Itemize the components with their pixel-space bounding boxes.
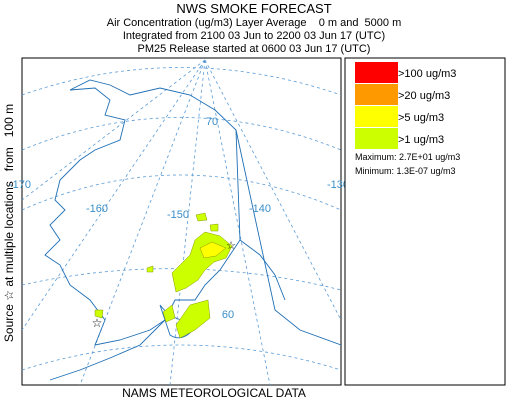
graticule-label: -150 bbox=[167, 209, 189, 221]
footer: NAMS METEOROLOGICAL DATA bbox=[122, 386, 306, 400]
graticule bbox=[22, 174, 341, 211]
graticule-label: -160 bbox=[86, 203, 108, 215]
smoke-area bbox=[209, 223, 219, 232]
title: NWS SMOKE FORECAST bbox=[176, 1, 331, 16]
legend-maximum: Maximum: 2.7E+01 ug/m3 bbox=[355, 152, 460, 162]
legend-swatch bbox=[355, 62, 398, 83]
legend-label: >20 ug/m3 bbox=[398, 90, 450, 102]
graticule bbox=[22, 268, 341, 291]
coastline bbox=[49, 319, 166, 381]
graticule-label: -140 bbox=[249, 203, 271, 215]
smoke: ☆ ☆ bbox=[92, 212, 236, 339]
legend-swatch bbox=[355, 106, 398, 127]
legend-swatch bbox=[355, 128, 398, 149]
graticule-label: 60 bbox=[222, 309, 234, 321]
graticule bbox=[169, 59, 206, 385]
smoke-area bbox=[162, 304, 176, 323]
coastline bbox=[44, 79, 241, 346]
side-label: Source ☆ at multiple locations from 100 … bbox=[2, 104, 16, 342]
graticule bbox=[204, 59, 271, 385]
legend-minimum: Minimum: 1.3E-07 ug/m3 bbox=[355, 166, 456, 176]
graticule bbox=[204, 59, 341, 321]
graticule bbox=[22, 67, 341, 96]
legend: >100 ug/m3 >20 ug/m3 >5 ug/m3 >1 ug/m3 Maxim… bbox=[355, 62, 460, 176]
subtitle: Integrated from 2100 03 Jun to 2200 03 J… bbox=[123, 30, 385, 42]
graticule bbox=[22, 117, 341, 151]
graticule bbox=[22, 344, 341, 371]
smoke-area bbox=[146, 265, 154, 273]
source-marker: ☆ bbox=[92, 316, 103, 330]
graticule bbox=[22, 59, 206, 201]
coastline bbox=[239, 239, 286, 301]
smoke-area bbox=[175, 299, 211, 339]
subtitle: Air Concentration (ug/m3) Layer Average … bbox=[107, 17, 402, 29]
smoke-area bbox=[199, 241, 227, 259]
map: ☆ ☆ -170 -160 -150 -140 -130 70 60 bbox=[9, 57, 349, 386]
graticule-label: -130 bbox=[327, 179, 349, 191]
subtitle: PM25 Release started at 0600 03 Jun 17 (… bbox=[138, 43, 371, 55]
border bbox=[235, 129, 341, 346]
smoke-area bbox=[94, 309, 104, 319]
graticule-label: -170 bbox=[9, 179, 31, 191]
source-marker: ☆ bbox=[226, 240, 236, 252]
legend-swatch bbox=[355, 84, 398, 105]
legend-label: >100 ug/m3 bbox=[398, 68, 456, 80]
legend-label: >1 ug/m3 bbox=[398, 134, 444, 146]
graticule bbox=[22, 59, 206, 331]
smoke-area bbox=[195, 212, 208, 222]
graticule-label: 70 bbox=[206, 116, 218, 128]
legend-label: >5 ug/m3 bbox=[398, 112, 444, 124]
